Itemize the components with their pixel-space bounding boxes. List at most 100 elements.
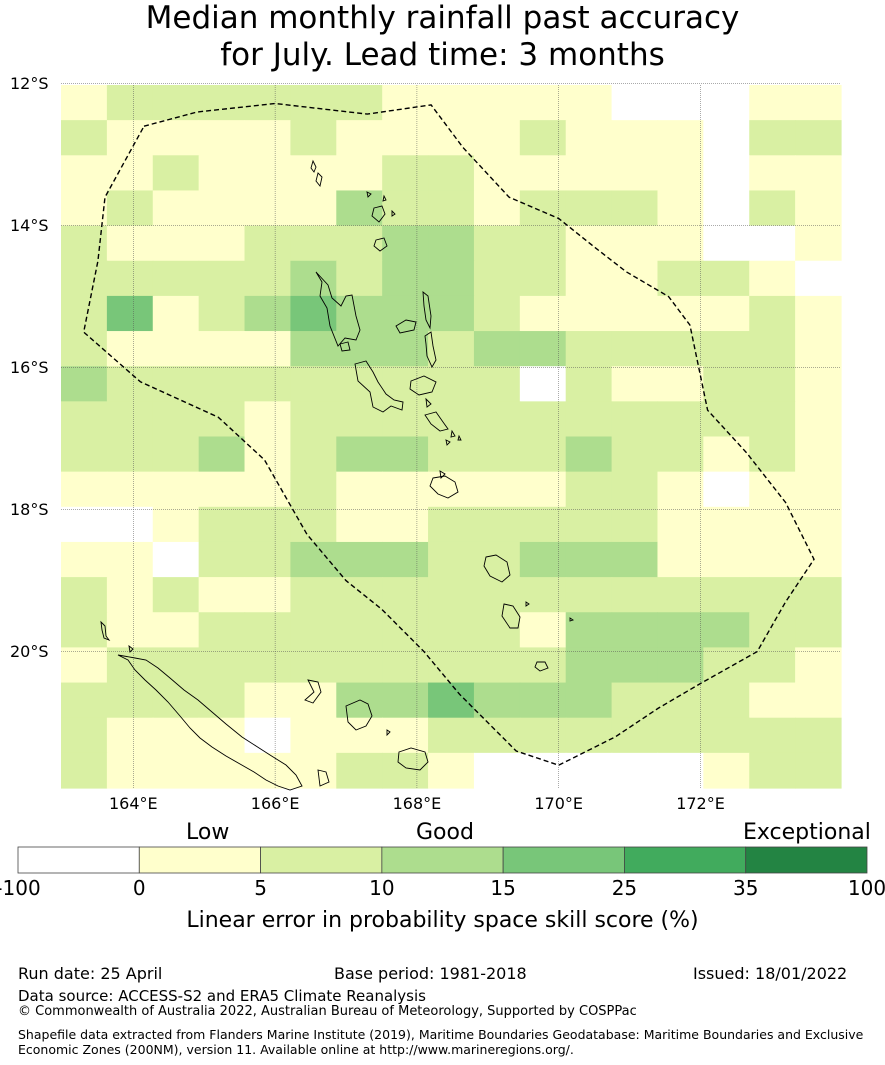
skill-cell [611, 577, 659, 613]
skill-cell [428, 155, 475, 192]
skill-cell [61, 682, 108, 719]
skill-cell [290, 295, 337, 332]
skill-cell [795, 260, 842, 297]
skill-cell [611, 471, 659, 508]
skill-cell [749, 331, 796, 367]
skill-cell [428, 260, 475, 297]
skill-grid [61, 85, 842, 789]
skill-cell [290, 120, 337, 156]
skill-cell [519, 682, 567, 719]
skill-cell [198, 120, 246, 156]
skill-cell [749, 752, 796, 789]
skill-cell [382, 85, 429, 121]
skill-cell [657, 436, 704, 473]
skill-cell [611, 717, 659, 754]
skill-cell [61, 225, 108, 262]
island-futuna [569, 617, 575, 622]
skill-cell [657, 225, 704, 262]
island-maewo [422, 291, 432, 330]
shapefile-credit-2: Economic Zones (200NM), version 11. Avai… [18, 1042, 574, 1057]
skill-cell [749, 647, 796, 684]
skill-cell [565, 506, 613, 543]
skill-cell [519, 541, 567, 578]
skill-cell [565, 120, 613, 156]
legend-swatch [138, 846, 261, 874]
skill-cell [795, 682, 842, 719]
skill-cell [106, 155, 154, 192]
skill-cell [244, 295, 292, 332]
skill-cell [473, 225, 521, 262]
skill-cell [519, 401, 567, 438]
skill-cell [519, 366, 567, 402]
island-aniwa [525, 601, 530, 607]
skill-cell [519, 506, 567, 543]
skill-cell [611, 436, 659, 473]
skill-cell [244, 225, 292, 262]
skill-cell [244, 155, 292, 192]
skill-cell [428, 506, 475, 543]
legend-title: Linear error in probability space skill … [186, 908, 699, 933]
skill-cell [198, 85, 246, 121]
skill-cell [749, 541, 796, 578]
title-line-2: for July. Lead time: 3 months [220, 37, 665, 73]
skill-cell [244, 85, 292, 121]
skill-cell [61, 647, 108, 684]
skill-cell [336, 401, 383, 438]
skill-cell [749, 436, 796, 473]
skill-cell [382, 717, 429, 754]
skill-cell [336, 225, 383, 262]
skill-cell [428, 647, 475, 684]
skill-cell [290, 225, 337, 262]
skill-cell [61, 331, 108, 367]
skill-cell [106, 752, 154, 789]
skill-cell [290, 471, 337, 508]
island-huon [128, 644, 134, 653]
skill-cell [657, 260, 704, 297]
skill-cell [428, 366, 475, 402]
skill-cell [336, 260, 383, 297]
skill-cell [749, 260, 796, 297]
skill-cell [106, 85, 154, 121]
skill-cell [382, 401, 429, 438]
skill-cell [428, 471, 475, 508]
skill-cell [61, 752, 108, 789]
skill-cell [336, 331, 383, 367]
island-paama [425, 397, 432, 408]
skill-cell [106, 471, 154, 508]
skill-cell [106, 190, 154, 227]
issued-date: Issued: 18/01/2022 [693, 964, 848, 983]
skill-cell [749, 225, 796, 262]
skill-cell [611, 120, 659, 156]
skill-cell [611, 225, 659, 262]
latitude-label: 20°S [10, 641, 49, 661]
skill-cell [703, 85, 750, 121]
legend-swatch [381, 846, 504, 874]
skill-cell [290, 717, 337, 754]
skill-cell [106, 612, 154, 648]
skill-cell [795, 612, 842, 648]
skill-cell [61, 85, 108, 121]
skill-cell [519, 155, 567, 192]
island-malo [339, 341, 351, 352]
skill-cell [152, 471, 200, 508]
island-banks-5 [391, 209, 396, 217]
skill-cell [290, 260, 337, 297]
skill-cell [428, 295, 475, 332]
skill-cell [703, 436, 750, 473]
skill-cell [703, 120, 750, 156]
skill-cell [152, 155, 200, 192]
skill-cell [198, 366, 246, 402]
skill-cell [290, 682, 337, 719]
skill-cell [749, 295, 796, 332]
skill-cell [565, 577, 613, 613]
skill-cell [244, 120, 292, 156]
skill-cell [336, 612, 383, 648]
skill-cell [703, 682, 750, 719]
skill-cell [749, 155, 796, 192]
skill-cell [428, 717, 475, 754]
maritime-boundary [82, 102, 815, 766]
legend-category-exceptional: Exceptional [743, 820, 871, 845]
skill-cell [382, 366, 429, 402]
skill-cell [61, 541, 108, 578]
skill-cell [795, 471, 842, 508]
